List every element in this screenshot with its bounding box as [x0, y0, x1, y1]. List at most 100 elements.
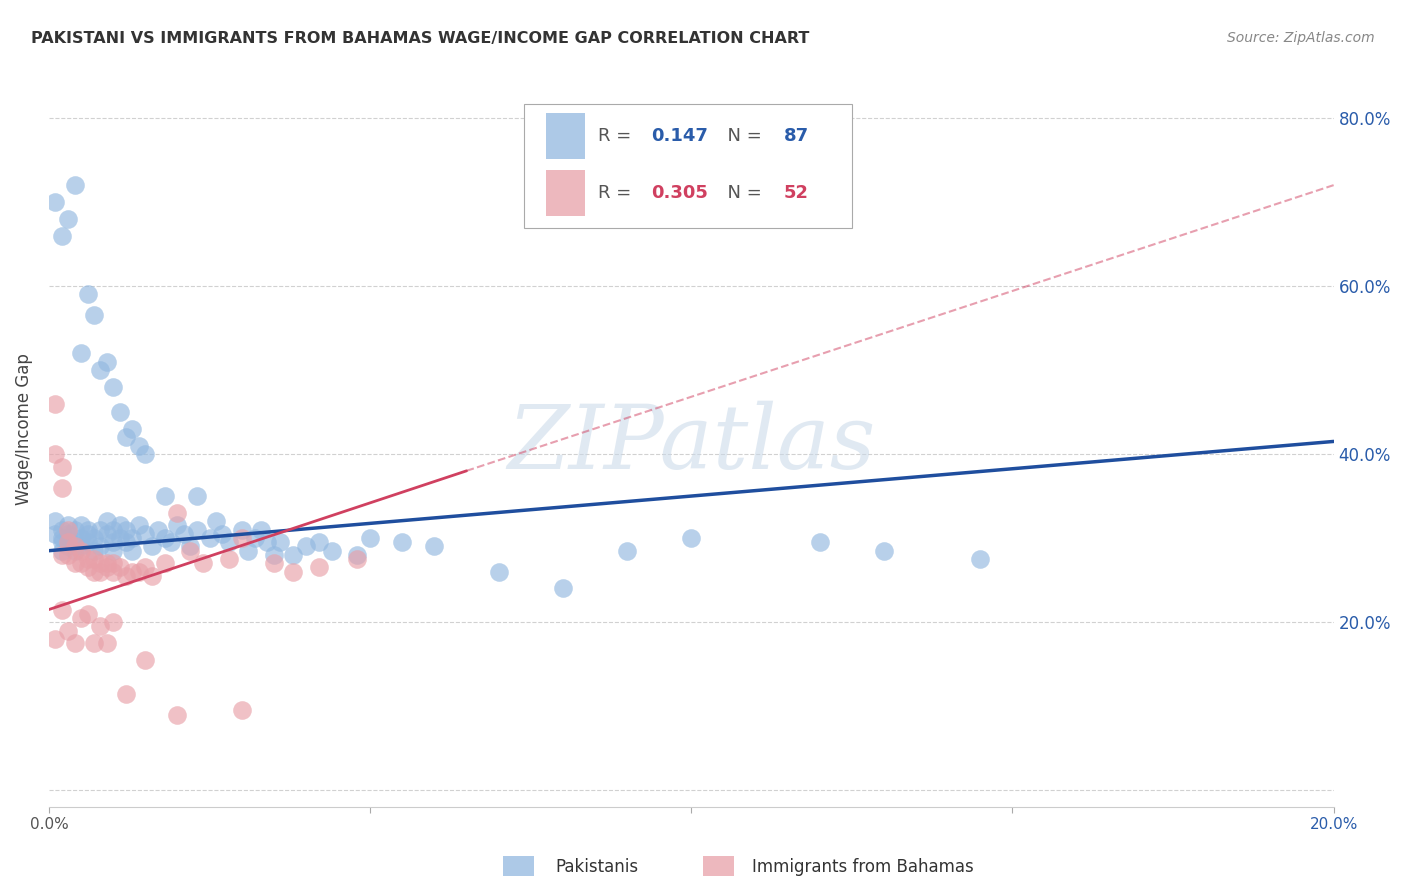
Point	[44, 447, 66, 461]
Point	[134, 447, 156, 461]
Point	[76, 287, 98, 301]
Point	[134, 560, 156, 574]
Point	[63, 540, 86, 554]
Point	[44, 527, 66, 541]
Point	[58, 527, 80, 541]
Point	[51, 531, 73, 545]
Point	[89, 565, 111, 579]
Point	[96, 636, 118, 650]
Point	[76, 607, 98, 621]
Point	[51, 228, 73, 243]
Point	[96, 560, 118, 574]
Point	[141, 569, 163, 583]
Point	[191, 556, 214, 570]
Point	[308, 560, 330, 574]
Point	[153, 531, 176, 545]
Point	[231, 531, 253, 545]
Point	[51, 481, 73, 495]
Point	[218, 535, 240, 549]
Point	[551, 582, 574, 596]
Point	[231, 703, 253, 717]
Point	[108, 518, 131, 533]
Point	[243, 531, 266, 545]
Point	[108, 405, 131, 419]
Point	[44, 632, 66, 646]
Point	[103, 523, 125, 537]
Point	[58, 211, 80, 226]
Point	[166, 506, 188, 520]
Point	[103, 380, 125, 394]
Point	[76, 535, 98, 549]
Point	[321, 543, 343, 558]
Point	[134, 653, 156, 667]
Text: Source: ZipAtlas.com: Source: ZipAtlas.com	[1227, 31, 1375, 45]
Point	[83, 531, 105, 545]
Point	[51, 535, 73, 549]
Point	[96, 354, 118, 368]
Point	[128, 565, 150, 579]
Text: ZIPatlas: ZIPatlas	[508, 401, 876, 487]
Text: PAKISTANI VS IMMIGRANTS FROM BAHAMAS WAGE/INCOME GAP CORRELATION CHART: PAKISTANI VS IMMIGRANTS FROM BAHAMAS WAG…	[31, 31, 810, 46]
Point	[96, 556, 118, 570]
Point	[51, 543, 73, 558]
Point	[269, 535, 291, 549]
Text: Pakistanis: Pakistanis	[555, 858, 638, 876]
Point	[134, 527, 156, 541]
Point	[128, 518, 150, 533]
Text: R =: R =	[598, 128, 637, 145]
Point	[173, 527, 195, 541]
Point	[103, 543, 125, 558]
FancyBboxPatch shape	[546, 113, 585, 159]
Point	[89, 540, 111, 554]
Point	[89, 363, 111, 377]
Point	[58, 540, 80, 554]
Point	[63, 523, 86, 537]
Point	[58, 523, 80, 537]
Point	[295, 540, 318, 554]
Point	[83, 309, 105, 323]
Point	[103, 615, 125, 629]
Point	[70, 518, 93, 533]
Point	[186, 489, 208, 503]
Point	[58, 548, 80, 562]
Text: N =: N =	[716, 128, 768, 145]
Text: 52: 52	[783, 184, 808, 202]
Point	[51, 523, 73, 537]
Point	[121, 565, 143, 579]
Point	[58, 518, 80, 533]
Point	[115, 523, 138, 537]
Point	[76, 552, 98, 566]
Point	[281, 548, 304, 562]
Point	[423, 540, 446, 554]
Point	[236, 543, 259, 558]
Point	[83, 636, 105, 650]
Point	[58, 531, 80, 545]
Point	[58, 535, 80, 549]
Text: Immigrants from Bahamas: Immigrants from Bahamas	[752, 858, 974, 876]
Point	[128, 439, 150, 453]
Text: R =: R =	[598, 184, 637, 202]
Point	[89, 619, 111, 633]
Point	[391, 535, 413, 549]
Point	[96, 527, 118, 541]
Point	[44, 514, 66, 528]
Point	[70, 611, 93, 625]
Point	[359, 531, 381, 545]
FancyBboxPatch shape	[524, 103, 852, 228]
Point	[969, 552, 991, 566]
Point	[346, 552, 368, 566]
Point	[153, 556, 176, 570]
Text: 0.305: 0.305	[651, 184, 709, 202]
Text: 87: 87	[783, 128, 808, 145]
Point	[44, 194, 66, 209]
Point	[231, 523, 253, 537]
Point	[83, 543, 105, 558]
Point	[70, 556, 93, 570]
Point	[89, 523, 111, 537]
Point	[63, 556, 86, 570]
Point	[70, 346, 93, 360]
Point	[218, 552, 240, 566]
Point	[121, 543, 143, 558]
Point	[63, 178, 86, 193]
Point	[83, 565, 105, 579]
